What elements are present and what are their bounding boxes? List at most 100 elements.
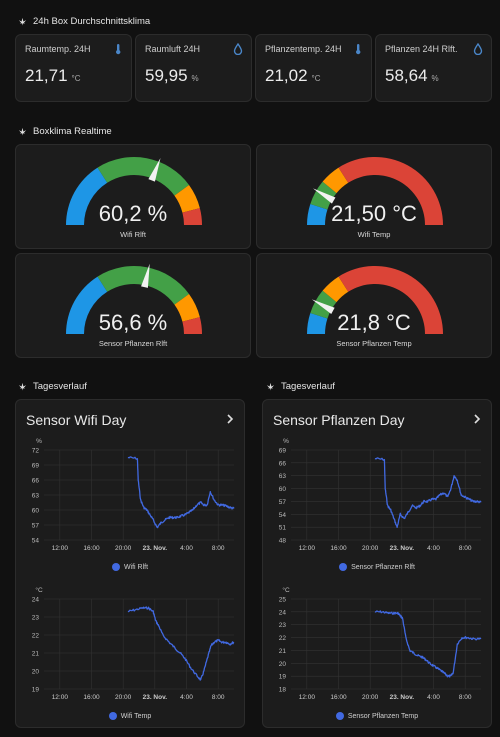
legend-label: Sensor Pflanzen Rlft xyxy=(351,563,415,571)
gauge xyxy=(66,157,202,225)
stat-unit: % xyxy=(431,74,439,83)
legend-label: Wifi Rlft xyxy=(123,563,149,571)
legend-wifi-temperature[interactable]: Wifi Temp xyxy=(16,712,244,720)
stat-unit: % xyxy=(191,74,199,83)
gauge-name: Sensor Pflanzen Rlft xyxy=(98,339,168,348)
thermometer-icon xyxy=(356,44,361,55)
series-line xyxy=(374,610,482,678)
x-tick-label: 23. Nov. xyxy=(390,545,415,552)
summary-title: 24h Box Durchschnittsklima xyxy=(33,16,151,27)
stat-name: Raumtemp. 24H xyxy=(25,44,91,54)
legend-pflanzen-temperature[interactable]: Sensor Pflanzen Temp xyxy=(263,712,491,720)
y-unit: % xyxy=(283,438,289,445)
gauge-segment xyxy=(322,167,349,194)
gauge-card[interactable]: 21,50 °C Wifi Temp xyxy=(256,144,492,249)
history-card-title: Sensor Wifi Day xyxy=(26,412,127,428)
x-tick-label: 20:00 xyxy=(362,694,379,701)
legend-label: Sensor Pflanzen Temp xyxy=(347,712,419,720)
chart-pflanzen-humidity: % 69 66 63 60 57 54 51 48 12:00 16:00 20:00 23. Nov.… xyxy=(279,438,482,552)
x-tick-label: 20:00 xyxy=(362,545,379,552)
stat-card[interactable]: Pflanzen 24H Rlft. 58,64% xyxy=(375,34,492,102)
gauge xyxy=(66,263,202,334)
x-tick-label: 12:00 xyxy=(52,694,69,701)
y-tick-label: 25 xyxy=(279,597,287,604)
gauge-segment xyxy=(307,312,328,334)
stat-card[interactable]: Pflanzentemp. 24H 21,02 °C xyxy=(255,34,372,102)
gauge-segment xyxy=(174,294,200,322)
series-line xyxy=(374,457,482,529)
realtime-section-title: Boxklima Realtime xyxy=(18,126,112,137)
x-tick-label: 16:00 xyxy=(330,545,347,552)
gauge-value: 21,50 °C xyxy=(331,201,417,226)
y-tick-label: 19 xyxy=(32,687,40,694)
gauge-card[interactable]: 56,6 % Sensor Pflanzen Rlft xyxy=(15,253,251,358)
stat-name: Pflanzen 24H Rlft. xyxy=(385,44,458,54)
gauge-segment xyxy=(97,157,190,196)
chart-pflanzen-temperature: °C 25 24 23 22 21 20 19 18 12:00 16:00 20:00 23. Nov… xyxy=(279,586,482,701)
chevron-right-icon[interactable] xyxy=(226,414,234,424)
gauge-needle xyxy=(311,299,335,314)
y-tick-label: 63 xyxy=(279,473,287,480)
gauge-card[interactable]: 21,8 °C Sensor Pflanzen Temp xyxy=(256,253,492,358)
cannabis-leaf-icon xyxy=(18,382,27,391)
x-tick-label: 4:00 xyxy=(427,545,440,552)
y-tick-label: 69 xyxy=(279,448,287,455)
y-tick-label: 60 xyxy=(32,508,40,515)
gauge-needle xyxy=(148,158,161,182)
y-tick-label: 20 xyxy=(32,669,40,676)
legend-pflanzen-humidity[interactable]: Sensor Pflanzen Rlft xyxy=(263,563,491,571)
history-section-title-left: Tagesverlauf xyxy=(18,381,87,392)
history-card-pflanzen[interactable]: Sensor Pflanzen Day % 69 66 63 60 57 54 51 48 12:… xyxy=(262,399,492,728)
gauge-needle xyxy=(141,263,150,288)
gauge-name: Wifi Temp xyxy=(357,230,391,239)
summary-section-title: 24h Box Durchschnittsklima xyxy=(18,16,150,27)
x-tick-label: 12:00 xyxy=(52,545,69,552)
x-tick-label: 8:00 xyxy=(459,545,472,552)
y-tick-label: 23 xyxy=(279,622,287,629)
x-tick-label: 20:00 xyxy=(115,694,132,701)
x-tick-label: 16:00 xyxy=(83,694,100,701)
stat-value: 58,64% xyxy=(385,66,439,86)
stat-unit: °C xyxy=(311,74,321,83)
history-title-right: Tagesverlauf xyxy=(281,381,335,392)
realtime-title: Boxklima Realtime xyxy=(33,126,112,137)
y-tick-label: 54 xyxy=(279,512,287,519)
y-tick-label: 22 xyxy=(279,635,287,642)
stat-number: 21,71 xyxy=(25,66,68,85)
x-tick-label: 16:00 xyxy=(83,545,100,552)
x-tick-label: 12:00 xyxy=(299,694,316,701)
gauge-value: 60,2 % xyxy=(98,201,168,226)
x-tick-label: 8:00 xyxy=(459,694,472,701)
series-line xyxy=(127,606,235,681)
gauge-segment xyxy=(182,208,202,225)
y-tick-label: 19 xyxy=(279,674,287,681)
water-drop-icon xyxy=(233,43,243,55)
cannabis-leaf-icon xyxy=(18,127,27,136)
gauge-segment xyxy=(338,266,443,334)
x-tick-label: 4:00 xyxy=(180,545,193,552)
stat-unit: °C xyxy=(71,74,81,83)
stat-card[interactable]: Raumtemp. 24H 21,71 °C xyxy=(15,34,132,102)
legend-wifi-humidity[interactable]: Wifi Rlft xyxy=(16,563,244,571)
gauge-name: Wifi Rlft xyxy=(120,230,146,239)
stat-card[interactable]: Raumluft 24H 59,95% xyxy=(135,34,252,102)
stat-value: 59,95% xyxy=(145,66,199,86)
stat-number: 59,95 xyxy=(145,66,188,85)
y-tick-label: 57 xyxy=(32,523,40,530)
x-tick-label: 8:00 xyxy=(212,545,225,552)
gauge-card[interactable]: 60,2 % Wifi Rlft xyxy=(15,144,251,249)
gauge-segment xyxy=(66,276,108,334)
history-card-wifi[interactable]: Sensor Wifi Day % 72 69 66 63 60 57 54 12:00 16:0… xyxy=(15,399,245,728)
y-tick-label: 24 xyxy=(32,597,40,604)
x-tick-label: 23. Nov. xyxy=(390,694,415,701)
history-card-title: Sensor Pflanzen Day xyxy=(273,412,405,428)
gauge-segment xyxy=(97,266,190,305)
thermometer-icon xyxy=(116,44,121,55)
y-tick-label: 60 xyxy=(279,486,287,493)
chevron-right-icon[interactable] xyxy=(473,414,481,424)
gauge-segment xyxy=(322,276,349,303)
history-section-title-right: Tagesverlauf xyxy=(266,381,335,392)
x-tick-label: 12:00 xyxy=(299,545,316,552)
stat-value: 21,02 °C xyxy=(265,66,321,86)
chart-wifi-temperature: °C 24 23 22 21 20 19 12:00 16:00 20:00 23. Nov. 4:0… xyxy=(32,586,235,701)
